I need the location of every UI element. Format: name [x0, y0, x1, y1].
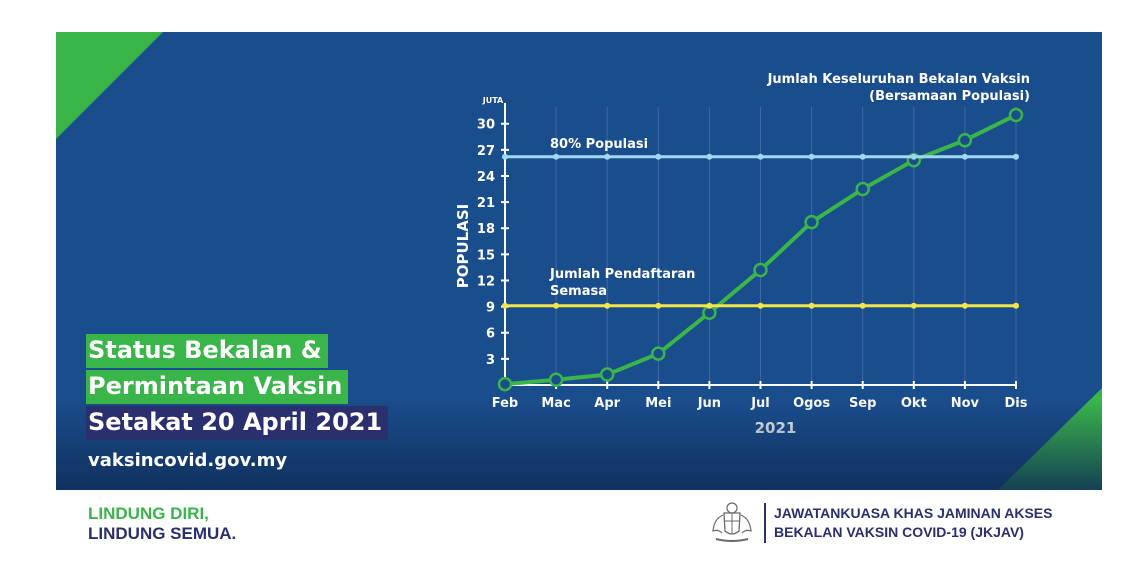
infographic-panel: 36912151821242730FebMacAprMeiJunJulOgosS… — [56, 32, 1102, 490]
point-supply-sep — [855, 181, 870, 197]
point-supply-nov — [957, 133, 973, 148]
point-population-80-mei — [655, 153, 662, 160]
title-line-2: Permintaan Vaksin — [86, 370, 349, 404]
series-label-supply-line-2: (Bersamaan Populasi) — [869, 89, 1030, 104]
point-registration-ogos — [808, 302, 815, 309]
organization-line-2: BEKALAN VAKSIN COVID-19 (JKJAV) — [774, 524, 1024, 540]
point-population-80-sep — [859, 153, 866, 160]
point-registration-jul — [757, 302, 764, 309]
y-tick-label-21: 21 — [477, 196, 495, 211]
y-tick-label-24: 24 — [477, 170, 495, 185]
point-supply-ogos — [804, 214, 819, 230]
point-supply-apr — [599, 367, 615, 382]
y-axis-title: POPULASI — [454, 204, 472, 288]
series-label-registration-line-2: Semasa — [550, 284, 607, 299]
point-registration-nov — [961, 302, 968, 309]
y-tick-label-27: 27 — [477, 144, 495, 159]
corner-triangle-top-left — [56, 32, 163, 139]
point-registration-jun — [706, 302, 713, 309]
title-line-3: Setakat 20 April 2021 — [86, 406, 389, 440]
y-tick-label-15: 15 — [477, 248, 495, 263]
series-label-registration-line-1: Jumlah Pendaftaran — [549, 267, 695, 282]
y-tick-label-30: 30 — [477, 118, 495, 133]
point-registration-mac — [553, 302, 560, 309]
point-population-80-ogos — [808, 153, 815, 160]
point-population-80-dis — [1013, 153, 1019, 160]
point-registration-apr — [604, 302, 611, 309]
slogan: LINDUNG DIRI, LINDUNG SEMUA. — [88, 504, 236, 544]
point-registration-sep — [859, 302, 866, 309]
series-label-population-80-line-1: 80% Populasi — [550, 137, 648, 152]
point-registration-okt — [910, 302, 917, 309]
title-line-1: Status Bekalan & — [86, 334, 328, 368]
series-label-supply-line-1: Jumlah Keseluruhan Bekalan Vaksin — [767, 72, 1030, 87]
point-supply-dis — [1008, 107, 1024, 123]
y-tick-label-9: 9 — [486, 301, 495, 316]
point-supply-mei — [651, 346, 666, 361]
point-population-80-feb — [502, 153, 508, 160]
point-population-80-mac — [553, 153, 560, 160]
website-link[interactable]: vaksincovid.gov.my — [88, 450, 288, 471]
point-population-80-jun — [706, 153, 713, 160]
point-registration-mei — [655, 302, 662, 309]
y-unit-label: JUTA — [482, 96, 504, 105]
organization-line-1: JAWATANKUASA KHAS JAMINAN AKSES — [774, 505, 1053, 521]
point-population-80-nov — [961, 153, 968, 160]
coat-of-arms-icon — [712, 502, 752, 542]
organization-block: JAWATANKUASA KHAS JAMINAN AKSES BEKALAN … — [706, 500, 1052, 546]
org-divider — [764, 503, 766, 543]
point-population-80-jul — [757, 153, 764, 160]
y-tick-label-12: 12 — [477, 274, 495, 289]
y-tick-label-18: 18 — [477, 222, 495, 237]
point-supply-feb — [497, 376, 513, 392]
point-population-80-apr — [604, 153, 611, 160]
slogan-line-2: LINDUNG SEMUA. — [88, 524, 237, 543]
point-population-80-okt — [910, 153, 917, 160]
y-tick-label-6: 6 — [486, 327, 495, 342]
point-supply-mac — [548, 372, 564, 388]
point-registration-dis — [1013, 302, 1019, 309]
slogan-line-1: LINDUNG DIRI, — [88, 504, 209, 523]
point-supply-jul — [753, 262, 768, 278]
point-registration-feb — [502, 302, 508, 309]
y-tick-label-3: 3 — [486, 353, 495, 368]
organization-name: JAWATANKUASA KHAS JAMINAN AKSES BEKALAN … — [774, 504, 1052, 542]
